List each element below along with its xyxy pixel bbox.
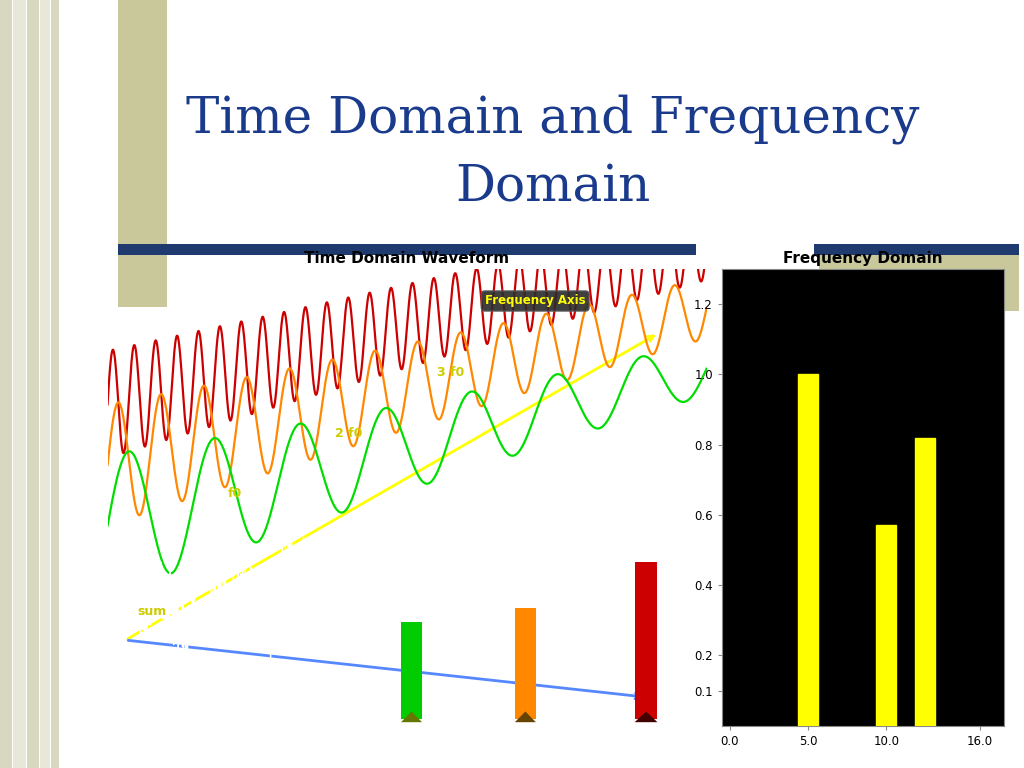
Bar bbox=[401, 622, 422, 719]
Text: Time Domain Waveform: Time Domain Waveform bbox=[304, 250, 510, 266]
Text: Domain: Domain bbox=[456, 164, 650, 213]
FancyArrow shape bbox=[401, 711, 422, 722]
Text: Frequency Domain: Frequency Domain bbox=[783, 250, 942, 266]
Bar bbox=[814, 244, 1019, 255]
Bar bbox=[27, 0, 39, 768]
Text: Time Domain: Time Domain bbox=[131, 694, 223, 707]
FancyArrow shape bbox=[515, 711, 536, 722]
FancyArrow shape bbox=[635, 711, 657, 722]
Bar bbox=[13, 0, 26, 768]
Bar bbox=[118, 244, 696, 255]
Bar bbox=[0, 0, 12, 768]
Bar bbox=[915, 438, 936, 726]
Text: sum: sum bbox=[137, 605, 167, 618]
Bar bbox=[515, 608, 536, 719]
Bar bbox=[51, 0, 59, 768]
Bar bbox=[819, 253, 1019, 311]
Bar bbox=[798, 374, 818, 726]
Bar bbox=[40, 0, 50, 768]
Text: Time Domain and Frequency: Time Domain and Frequency bbox=[186, 94, 920, 144]
Bar bbox=[118, 0, 167, 307]
Bar bbox=[635, 561, 657, 719]
Text: f0: f0 bbox=[227, 487, 242, 500]
Text: Frequency Axis: Frequency Axis bbox=[485, 294, 586, 307]
Bar bbox=[876, 525, 896, 726]
Text: 3 f0: 3 f0 bbox=[437, 366, 464, 379]
Text: 2 f0: 2 f0 bbox=[335, 426, 362, 439]
